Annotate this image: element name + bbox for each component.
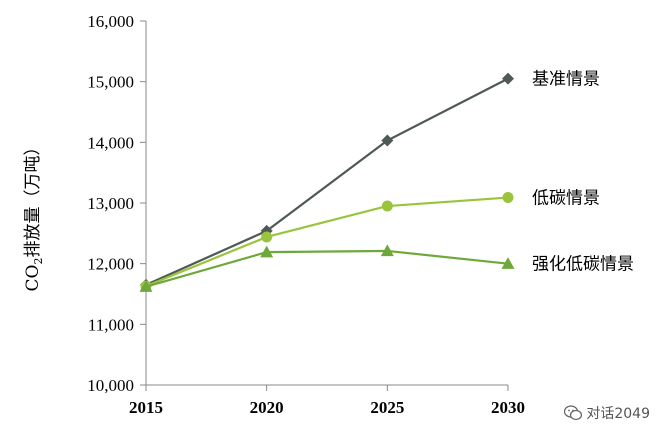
y-tick-label: 15,000 xyxy=(87,73,134,92)
data-point-diamond xyxy=(381,134,394,147)
data-point-circle xyxy=(261,231,273,243)
x-tick-label: 2020 xyxy=(250,398,284,417)
watermark: 对话2049 xyxy=(564,403,650,423)
series-label: 低碳情景 xyxy=(532,189,600,209)
data-point-triangle xyxy=(139,280,153,292)
axes xyxy=(145,21,508,386)
y-tick-label: 10,000 xyxy=(87,376,134,395)
y-tick-label: 12,000 xyxy=(87,255,134,274)
series-3 xyxy=(139,244,515,292)
data-point-circle xyxy=(381,200,393,212)
data-point-triangle xyxy=(501,257,515,269)
x-tick-label: 2025 xyxy=(370,398,404,417)
x-tick-label: 2015 xyxy=(129,398,163,417)
wechat-icon xyxy=(564,405,583,421)
series-line xyxy=(145,249,509,288)
data-point-circle xyxy=(502,192,514,204)
watermark-text: 对话2049 xyxy=(586,406,650,422)
data-point-triangle xyxy=(260,245,274,258)
x-tick-label: 2030 xyxy=(491,398,525,417)
series-line xyxy=(145,77,509,286)
series-line xyxy=(145,196,509,288)
y-tick-label: 16,000 xyxy=(87,12,134,31)
series-layer xyxy=(139,72,515,292)
series-label: 基准情景 xyxy=(532,70,600,90)
series-label: 强化低碳情景 xyxy=(532,255,634,275)
data-point-triangle xyxy=(380,244,394,257)
y-axis-ticks: 10,000 11,000 12,000 13,000 14,000 15,000 16,0… xyxy=(87,12,146,395)
series-2 xyxy=(140,192,514,292)
y-tick-label: 14,000 xyxy=(87,133,134,152)
x-axis-ticks: 2015 2020 2025 2030 xyxy=(129,385,525,417)
y-axis-label: CO2排放量（万吨） xyxy=(23,139,45,292)
y-tick-label: 11,000 xyxy=(88,315,134,334)
data-point-diamond xyxy=(502,72,514,85)
y-tick-label: 13,000 xyxy=(87,194,134,213)
